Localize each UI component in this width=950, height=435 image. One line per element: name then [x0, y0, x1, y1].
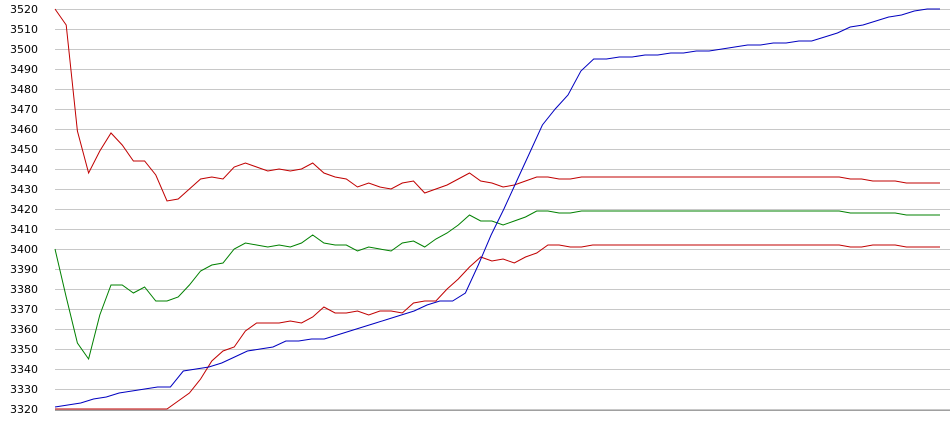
y-tick-label: 3350 [10, 343, 38, 356]
y-tick-label: 3330 [10, 383, 38, 396]
series-line-1 [54, 8, 940, 202]
y-tick-label: 3380 [10, 283, 38, 296]
y-tick-label: 3450 [10, 143, 38, 156]
series-group [54, 8, 940, 410]
y-tick-label: 3460 [10, 123, 38, 136]
y-axis: 3320 3330 3340 3350 3360 3370 3380 3390 3400 3410… [10, 3, 950, 416]
y-tick-label: 3390 [10, 263, 38, 276]
y-tick-label: 3490 [10, 63, 38, 76]
y-tick-label: 3400 [10, 243, 38, 256]
series-line-4 [54, 8, 940, 408]
y-tick-label: 3500 [10, 43, 38, 56]
y-tick-label: 3430 [10, 183, 38, 196]
series-line-3 [55, 244, 940, 410]
y-tick-label: 3410 [10, 223, 38, 236]
y-tick-label: 3320 [10, 403, 38, 416]
grid [55, 9, 950, 410]
y-tick-label: 3370 [10, 303, 38, 316]
y-tick-label: 3480 [10, 83, 38, 96]
series-line-2 [54, 210, 940, 361]
y-tick-label: 3520 [10, 3, 38, 16]
y-tick-label: 3340 [10, 363, 38, 376]
y-tick-label: 3510 [10, 23, 38, 36]
y-tick-label: 3420 [10, 203, 38, 216]
y-tick-label: 3360 [10, 323, 38, 336]
y-tick-label: 3470 [10, 103, 38, 116]
y-tick-label: 3440 [10, 163, 38, 176]
